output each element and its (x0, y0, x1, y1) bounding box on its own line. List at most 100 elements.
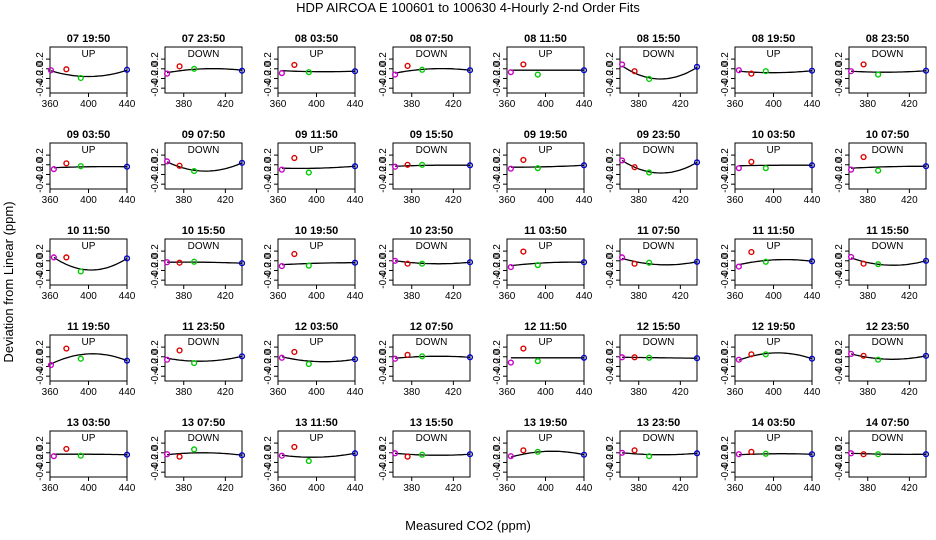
x-tick-label: 440 (804, 195, 821, 206)
y-tick-label: 0.0 (378, 253, 389, 267)
panel-title: 08 19:50 (752, 33, 795, 45)
data-point (238, 67, 246, 74)
y-tick-label: -0.4 (378, 367, 389, 385)
x-tick-label: 440 (119, 483, 136, 494)
x-tick-label: 400 (765, 483, 782, 494)
x-tick-label: 360 (270, 291, 287, 302)
x-tick-label: 420 (672, 291, 689, 302)
y-tick-label: -0.2 (35, 165, 46, 183)
data-point (507, 359, 514, 366)
data-point (507, 165, 514, 172)
y-tick-label: 0.2 (720, 436, 731, 450)
y-tick-label: -0.4 (720, 271, 731, 289)
x-tick-label: 440 (347, 483, 364, 494)
x-tick-label: 380 (175, 387, 192, 398)
panel: 07 19:50 UP -0.4-0.20.00.2 360 400 440 (35, 33, 136, 110)
x-tick-label: 420 (672, 483, 689, 494)
x-tick-label: 440 (576, 387, 593, 398)
fit-curve (166, 68, 243, 74)
x-tick-label: 420 (901, 483, 918, 494)
data-point (693, 159, 701, 166)
data-point (419, 451, 426, 458)
x-tick-label: 400 (537, 99, 554, 110)
data-point (466, 259, 474, 266)
x-tick-label: 420 (901, 291, 918, 302)
y-tick-label: 0.2 (720, 340, 731, 354)
data-point (646, 75, 653, 83)
panel: 14 03:50 UP -0.4-0.20.00.2 360 400 440 (720, 417, 821, 494)
panel-label: UP (539, 241, 553, 252)
panel-title: 09 11:50 (295, 129, 338, 141)
data-point (735, 67, 742, 74)
panel: 11 19:50 UP -0.4-0.20.00.2 360 400 440 (35, 321, 136, 398)
panel-label: UP (82, 433, 96, 444)
panel-title: 09 03:50 (67, 129, 110, 141)
data-point (618, 254, 626, 261)
data-point (176, 347, 183, 354)
y-tick-label: 0.0 (605, 349, 616, 363)
data-point (63, 254, 70, 261)
y-tick-label: 0.2 (35, 52, 46, 66)
x-tick-label: 360 (499, 291, 516, 302)
fit-curve (510, 261, 584, 267)
panel: 12 11:50 UP -0.4-0.20.00.2 360 400 440 (492, 321, 593, 398)
data-point (278, 452, 285, 459)
y-tick-label: 0.0 (35, 349, 46, 363)
x-tick-label: 380 (630, 387, 647, 398)
data-point (646, 259, 653, 266)
data-point (618, 61, 626, 68)
data-point (748, 351, 755, 358)
fit-curve (53, 256, 128, 271)
x-tick-label: 380 (403, 99, 420, 110)
data-point (351, 356, 359, 363)
data-point (735, 263, 742, 270)
x-tick-label: 360 (499, 99, 516, 110)
panel-title: 08 23:50 (866, 33, 909, 45)
x-tick-label: 360 (42, 99, 59, 110)
fit-curve (167, 261, 243, 264)
x-tick-label: 380 (175, 99, 192, 110)
y-tick-label: 0.2 (720, 148, 731, 162)
panel-title: 10 19:50 (295, 225, 338, 237)
data-point (847, 253, 855, 261)
panel-title: 13 19:50 (524, 417, 567, 429)
y-tick-label: 0.0 (35, 445, 46, 459)
y-tick-label: -0.2 (35, 261, 46, 279)
panel-title: 08 07:50 (410, 33, 453, 45)
x-tick-label: 440 (347, 99, 364, 110)
y-tick-label: 0.0 (834, 253, 845, 267)
data-point (123, 255, 131, 262)
data-point (404, 161, 411, 168)
y-tick-label: -0.4 (834, 367, 845, 385)
panel-label: DOWN (188, 49, 220, 60)
data-point (391, 163, 399, 170)
fit-curve (281, 356, 356, 363)
data-point (278, 70, 285, 77)
y-tick-label: -0.2 (605, 261, 616, 279)
data-point (847, 450, 855, 457)
y-tick-label: -0.4 (35, 271, 46, 289)
fit-curve (166, 355, 243, 362)
fit-curve (622, 452, 698, 456)
x-tick-label: 400 (80, 483, 97, 494)
data-point (748, 248, 755, 256)
panel-label: DOWN (643, 49, 675, 60)
data-point (922, 67, 930, 74)
y-tick-label: -0.2 (378, 453, 389, 471)
panel-label: DOWN (416, 337, 448, 348)
y-tick-label: 0.2 (605, 52, 616, 66)
panel-label: UP (767, 433, 781, 444)
y-tick-label: 0.2 (263, 340, 274, 354)
data-point (507, 69, 514, 76)
data-point (762, 165, 769, 172)
panel-title: 13 03:50 (67, 417, 110, 429)
y-tick-label: -0.4 (605, 79, 616, 97)
x-tick-label: 420 (217, 387, 234, 398)
fit-curve (851, 70, 927, 73)
data-point (860, 352, 867, 359)
x-tick-label: 440 (804, 387, 821, 398)
panel-label: DOWN (643, 145, 675, 156)
y-tick-label: -0.2 (263, 69, 274, 87)
fit-curve (395, 164, 471, 167)
y-tick-label: 0.0 (492, 445, 503, 459)
